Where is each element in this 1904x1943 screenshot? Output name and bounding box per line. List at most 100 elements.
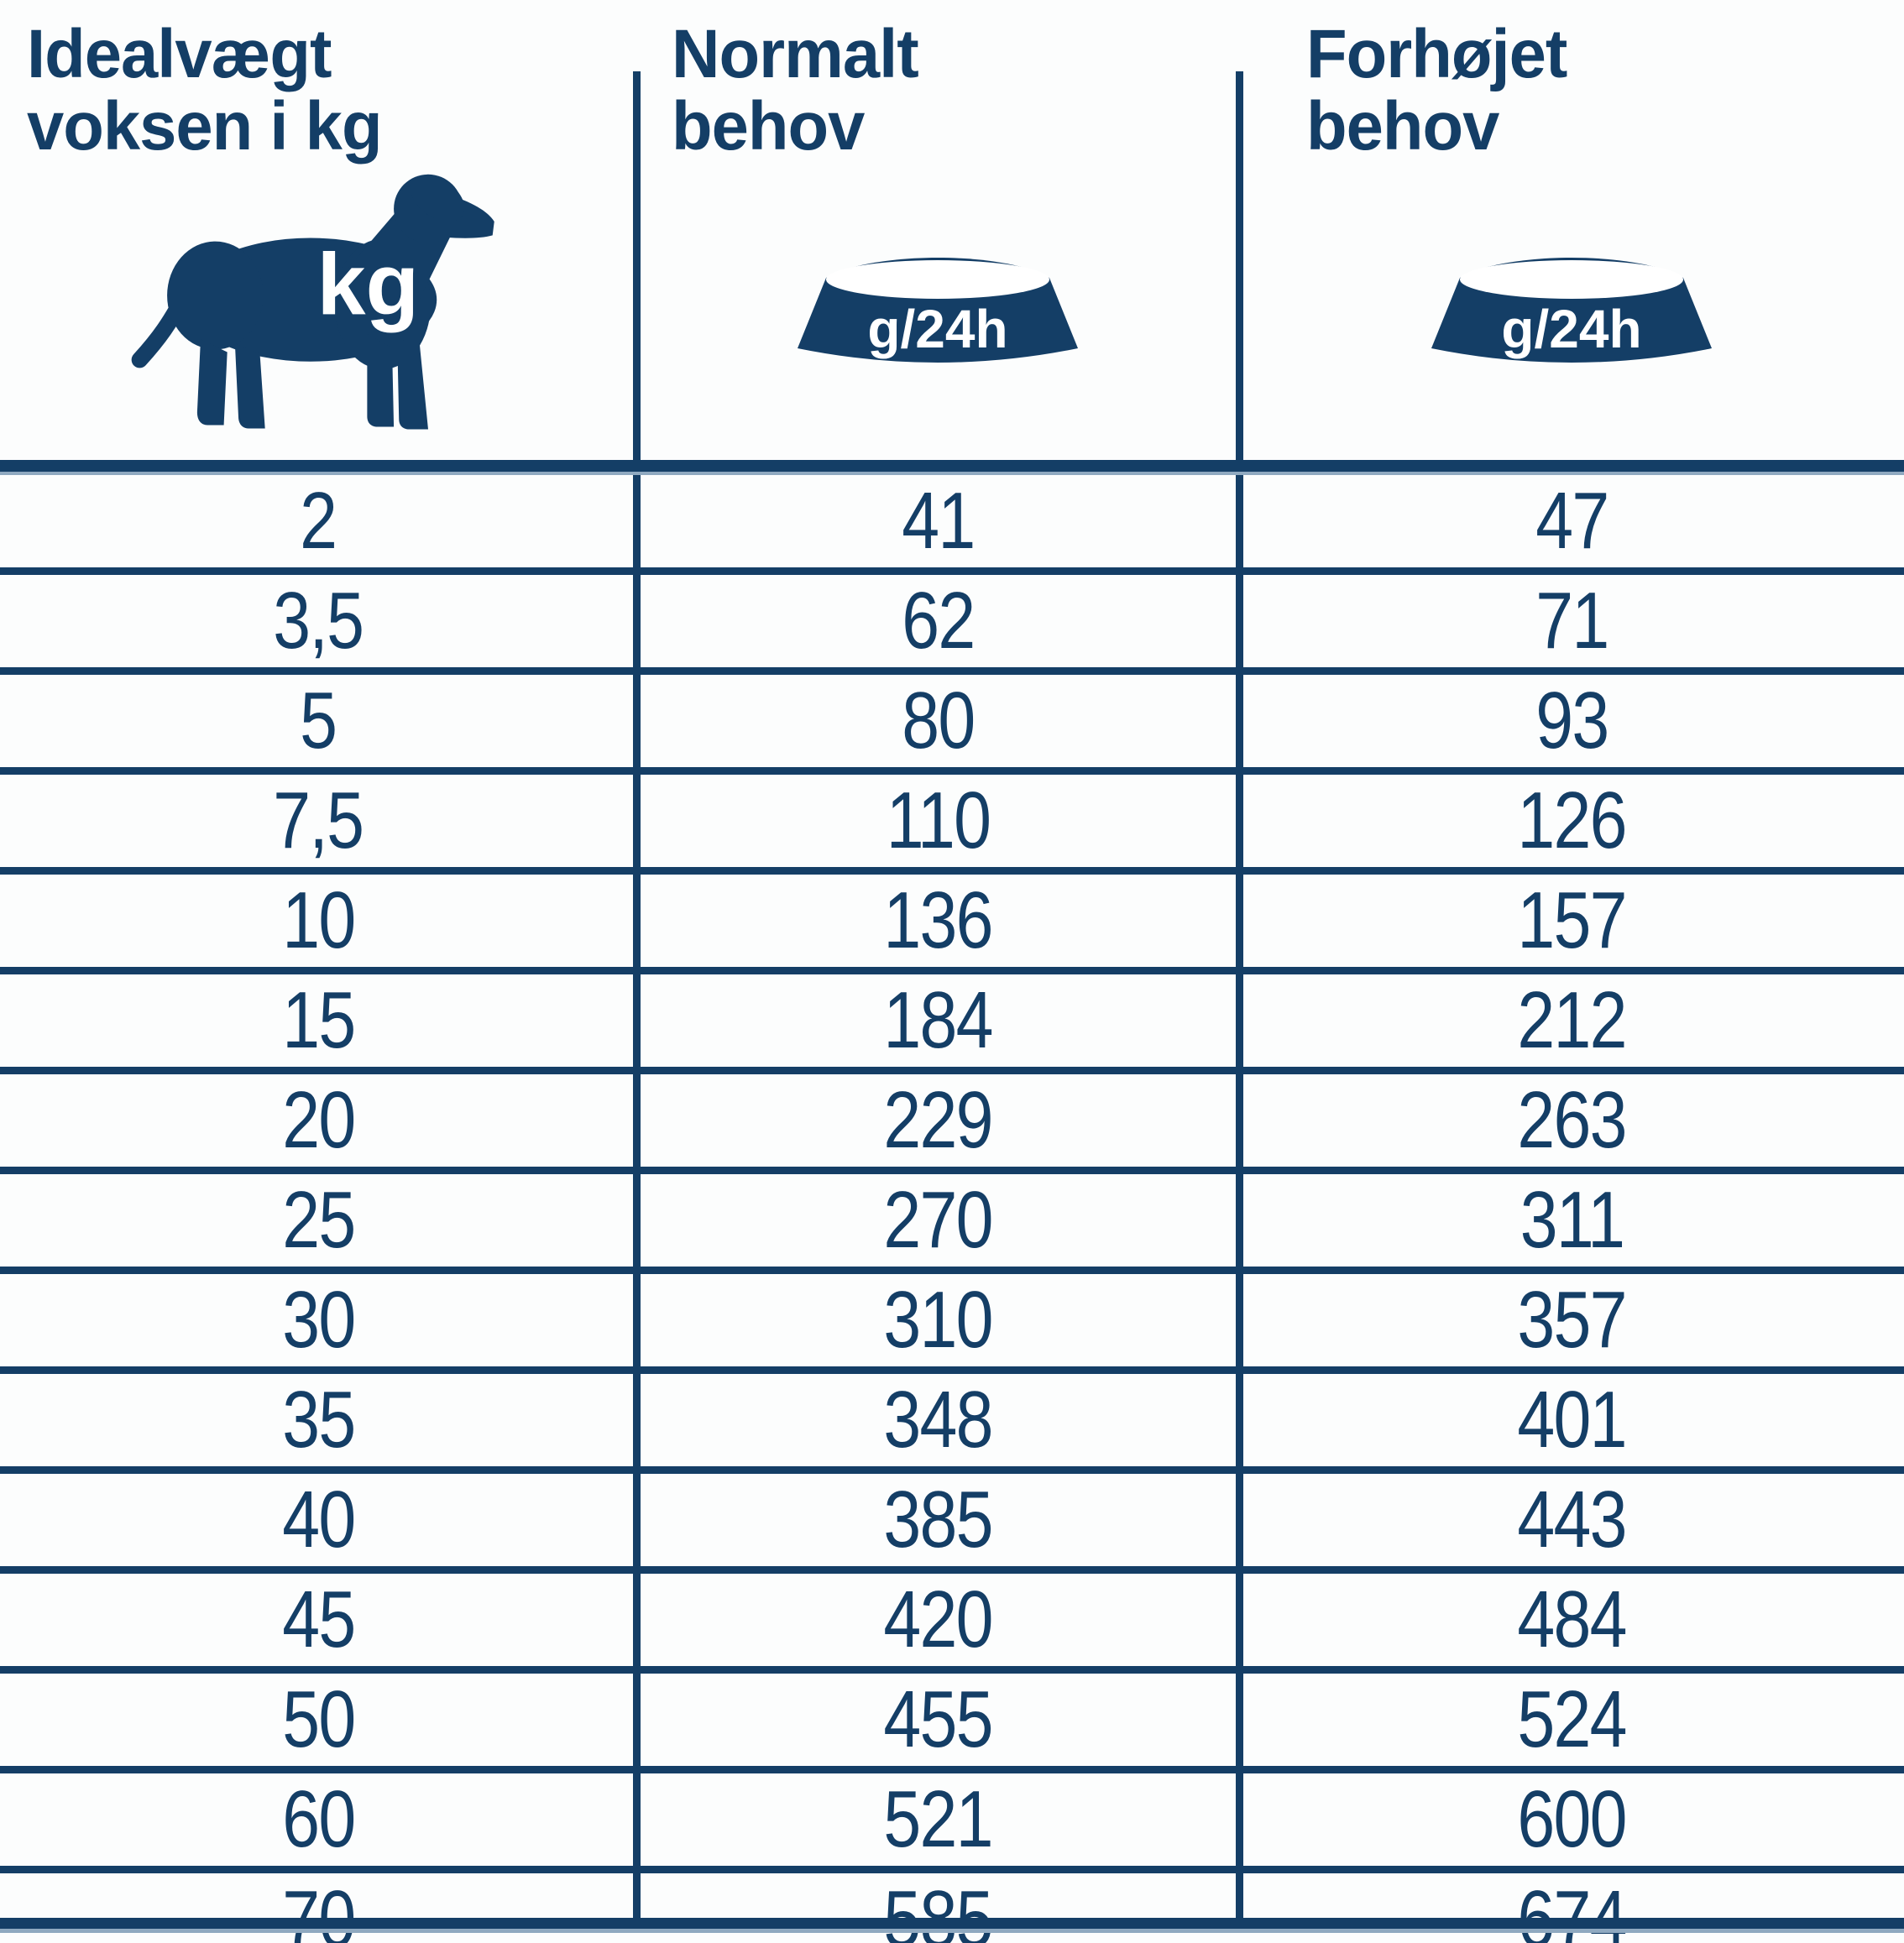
cell-value: 310: [883, 1275, 994, 1365]
weight-cell: 60: [0, 1773, 636, 1866]
elevated-need-cell: 71: [1240, 575, 1904, 667]
normal-need-cell: 184: [636, 974, 1240, 1067]
cell-value: 45: [281, 1575, 356, 1664]
cell-value: 40: [281, 1475, 356, 1564]
normal-need-cell: 62: [636, 575, 1240, 667]
elevated-need-cell: 524: [1240, 1674, 1904, 1766]
cell-value: 126: [1517, 776, 1628, 865]
table-row: 25 270 311: [0, 1174, 1904, 1274]
cell-value: 7,5: [273, 776, 364, 865]
cell-value: 524: [1517, 1674, 1628, 1764]
cell-value: 5: [300, 676, 337, 765]
cell-value: 60: [281, 1774, 356, 1864]
weight-cell: 20: [0, 1074, 636, 1167]
dog-kg-label: kg: [317, 237, 420, 334]
table-row: 5 80 93: [0, 675, 1904, 775]
cell-value: 401: [1517, 1375, 1628, 1465]
dog-bowl-icon-elevated: g/24h: [1408, 250, 1735, 386]
header-normal-need-line2: behov: [672, 88, 865, 165]
header-ideal-weight-line1: Idealvægt: [27, 16, 332, 92]
normal-need-cell: 229: [636, 1074, 1240, 1167]
weight-cell: 10: [0, 875, 636, 967]
cell-value: 229: [883, 1075, 994, 1165]
cell-value: 270: [883, 1175, 994, 1265]
cell-value: 71: [1535, 576, 1609, 666]
cell-value: 50: [281, 1674, 356, 1764]
table-row: 10 136 157: [0, 875, 1904, 974]
cell-value: 484: [1517, 1575, 1628, 1664]
weight-cell: 40: [0, 1474, 636, 1566]
elevated-need-cell: 93: [1240, 675, 1904, 767]
cell-value: 2: [300, 476, 337, 566]
weight-cell: 5: [0, 675, 636, 767]
cell-value: 25: [281, 1175, 356, 1265]
cell-value: 20: [281, 1075, 356, 1165]
table-body: 2 41 47 3,5 62 71 5 80 93 7,5 110 126 10 136 157 15 184 2…: [0, 475, 1904, 1943]
header-ideal-weight: Idealvægt voksen i kg: [27, 16, 383, 165]
dog-silhouette-icon: kg: [126, 155, 504, 435]
cell-value: 521: [883, 1774, 994, 1864]
cell-value: 184: [883, 975, 994, 1065]
normal-need-cell: 110: [636, 775, 1240, 867]
cell-value: 41: [902, 476, 976, 566]
elevated-need-cell: 311: [1240, 1174, 1904, 1267]
cell-value: 80: [902, 676, 976, 765]
normal-need-cell: 80: [636, 675, 1240, 767]
normal-need-cell: 521: [636, 1773, 1240, 1866]
elevated-need-cell: 212: [1240, 974, 1904, 1067]
column-divider-1: [633, 71, 641, 1918]
elevated-need-cell: 47: [1240, 475, 1904, 567]
bowl-unit-label-elevated: g/24h: [1501, 299, 1641, 359]
table-row: 40 385 443: [0, 1474, 1904, 1574]
dog-bowl-icon-normal: g/24h: [774, 250, 1101, 386]
weight-cell: 7,5: [0, 775, 636, 867]
cell-value: 455: [883, 1674, 994, 1764]
weight-cell: 25: [0, 1174, 636, 1267]
cell-value: 311: [1520, 1175, 1625, 1265]
weight-cell: 3,5: [0, 575, 636, 667]
header-elevated-need-line1: Forhøjet: [1306, 16, 1567, 92]
table-row: 15 184 212: [0, 974, 1904, 1074]
header-elevated-need-line2: behov: [1306, 88, 1499, 165]
cell-value: 62: [902, 576, 976, 666]
elevated-need-cell: 357: [1240, 1274, 1904, 1366]
table-row: 35 348 401: [0, 1374, 1904, 1474]
cell-value: 357: [1517, 1275, 1628, 1365]
weight-cell: 50: [0, 1674, 636, 1766]
normal-need-cell: 348: [636, 1374, 1240, 1466]
cell-value: 212: [1517, 975, 1628, 1065]
column-divider-2: [1236, 71, 1243, 1918]
elevated-need-cell: 443: [1240, 1474, 1904, 1566]
cell-value: 30: [281, 1275, 356, 1365]
cell-value: 443: [1517, 1475, 1628, 1564]
weight-cell: 30: [0, 1274, 636, 1366]
elevated-need-cell: 263: [1240, 1074, 1904, 1167]
header-normal-need: Normalt behov: [672, 16, 919, 165]
cell-value: 348: [883, 1375, 994, 1465]
table-row: 50 455 524: [0, 1674, 1904, 1773]
cell-value: 93: [1535, 676, 1609, 765]
bowl-unit-label-normal: g/24h: [867, 299, 1007, 359]
cell-value: 10: [281, 875, 356, 965]
elevated-need-cell: 401: [1240, 1374, 1904, 1466]
elevated-need-cell: 126: [1240, 775, 1904, 867]
table-row: 60 521 600: [0, 1773, 1904, 1873]
cell-value: 47: [1535, 476, 1609, 566]
cell-value: 110: [886, 776, 991, 865]
elevated-need-cell: 157: [1240, 875, 1904, 967]
cell-value: 600: [1517, 1774, 1628, 1864]
header-ideal-weight-line2: voksen i kg: [27, 88, 383, 165]
table-row: 3,5 62 71: [0, 575, 1904, 675]
weight-cell: 2: [0, 475, 636, 567]
header-normal-need-line1: Normalt: [672, 16, 919, 92]
table-bottom-border: [0, 1918, 1904, 1933]
normal-need-cell: 41: [636, 475, 1240, 567]
normal-need-cell: 420: [636, 1574, 1240, 1666]
elevated-need-cell: 484: [1240, 1574, 1904, 1666]
normal-need-cell: 136: [636, 875, 1240, 967]
table-row: 7,5 110 126: [0, 775, 1904, 875]
cell-value: 420: [883, 1575, 994, 1664]
table-row: 20 229 263: [0, 1074, 1904, 1174]
weight-cell: 45: [0, 1574, 636, 1666]
